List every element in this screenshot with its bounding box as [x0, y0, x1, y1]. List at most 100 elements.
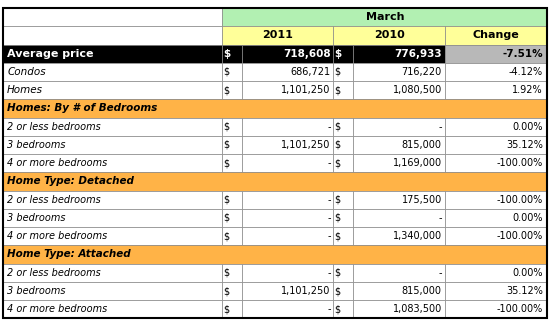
Text: 716,220: 716,220 [402, 67, 442, 77]
Text: 0.00%: 0.00% [513, 213, 543, 223]
Bar [354, 227, 444, 245]
Text: Home Type: Attached: Home Type: Attached [7, 250, 131, 260]
Bar [354, 264, 444, 282]
Text: $: $ [223, 49, 230, 59]
Text: 3 bedrooms: 3 bedrooms [7, 140, 65, 150]
Text: $: $ [334, 85, 340, 95]
Text: $: $ [334, 67, 340, 77]
Bar [3, 81, 222, 99]
Bar [242, 63, 333, 81]
Bar [333, 264, 354, 282]
Bar [3, 136, 222, 154]
Bar [3, 172, 547, 191]
Text: 3 bedrooms: 3 bedrooms [7, 286, 65, 296]
Text: $: $ [223, 195, 229, 205]
Bar [242, 300, 333, 318]
Text: 35.12%: 35.12% [506, 140, 543, 150]
Bar [3, 99, 547, 117]
Text: Homes: By # of Bedrooms: Homes: By # of Bedrooms [7, 103, 157, 113]
Bar [222, 227, 242, 245]
Bar [222, 300, 242, 318]
Bar [3, 209, 222, 227]
Text: 815,000: 815,000 [402, 286, 442, 296]
Bar [354, 63, 444, 81]
Text: $: $ [334, 231, 340, 241]
Text: 35.12%: 35.12% [506, 286, 543, 296]
Bar [354, 154, 444, 172]
Bar [242, 154, 333, 172]
Bar [3, 44, 222, 63]
Text: -7.51%: -7.51% [502, 49, 543, 59]
Text: 2011: 2011 [262, 30, 293, 40]
Text: 2 or less bedrooms: 2 or less bedrooms [7, 268, 101, 278]
Text: Home Type: Detached: Home Type: Detached [7, 176, 134, 187]
Bar [3, 191, 222, 209]
Bar [333, 209, 354, 227]
Bar [222, 26, 333, 44]
Text: 776,933: 776,933 [394, 49, 442, 59]
Text: -: - [327, 213, 331, 223]
Bar [354, 44, 444, 63]
Bar [242, 227, 333, 245]
Text: Condos: Condos [7, 67, 46, 77]
Text: Homes: Homes [7, 85, 43, 95]
Text: -100.00%: -100.00% [497, 158, 543, 168]
Bar [354, 209, 444, 227]
Text: -100.00%: -100.00% [497, 231, 543, 241]
Text: -: - [327, 268, 331, 278]
Bar [444, 264, 547, 282]
Text: 4 or more bedrooms: 4 or more bedrooms [7, 158, 107, 168]
Bar [3, 8, 222, 26]
Text: $: $ [223, 67, 229, 77]
Bar [222, 117, 242, 136]
Bar [222, 154, 242, 172]
Text: 686,721: 686,721 [290, 67, 331, 77]
Text: 1,083,500: 1,083,500 [393, 304, 442, 314]
Bar [444, 209, 547, 227]
Bar [242, 282, 333, 300]
Bar [242, 264, 333, 282]
Bar [333, 154, 354, 172]
Text: $: $ [223, 85, 229, 95]
Text: -100.00%: -100.00% [497, 304, 543, 314]
Bar [333, 227, 354, 245]
Bar [222, 8, 547, 26]
Bar [222, 63, 242, 81]
Text: 2 or less bedrooms: 2 or less bedrooms [7, 122, 101, 132]
Bar [222, 282, 242, 300]
Bar [222, 191, 242, 209]
Bar [333, 300, 354, 318]
Text: $: $ [223, 213, 229, 223]
Bar [444, 300, 547, 318]
Bar [444, 136, 547, 154]
Text: 1.92%: 1.92% [512, 85, 543, 95]
Text: Average price: Average price [7, 49, 94, 59]
Bar [3, 245, 547, 264]
Bar [242, 117, 333, 136]
Text: 1,101,250: 1,101,250 [281, 140, 331, 150]
Bar [354, 117, 444, 136]
Text: $: $ [334, 268, 340, 278]
Text: 0.00%: 0.00% [513, 268, 543, 278]
Bar [242, 44, 333, 63]
Bar [242, 209, 333, 227]
Bar [333, 191, 354, 209]
Bar [354, 282, 444, 300]
Bar [3, 63, 222, 81]
Text: $: $ [334, 213, 340, 223]
Text: 2010: 2010 [373, 30, 404, 40]
Bar [444, 117, 547, 136]
Text: 1,169,000: 1,169,000 [393, 158, 442, 168]
Bar [333, 136, 354, 154]
Text: -: - [327, 195, 331, 205]
Text: $: $ [223, 286, 229, 296]
Bar [333, 117, 354, 136]
Text: 175,500: 175,500 [402, 195, 442, 205]
Text: $: $ [223, 304, 229, 314]
Bar [444, 154, 547, 172]
Text: $: $ [334, 49, 342, 59]
Text: -: - [438, 213, 442, 223]
Bar [3, 227, 222, 245]
Text: -: - [438, 122, 442, 132]
Text: $: $ [223, 122, 229, 132]
